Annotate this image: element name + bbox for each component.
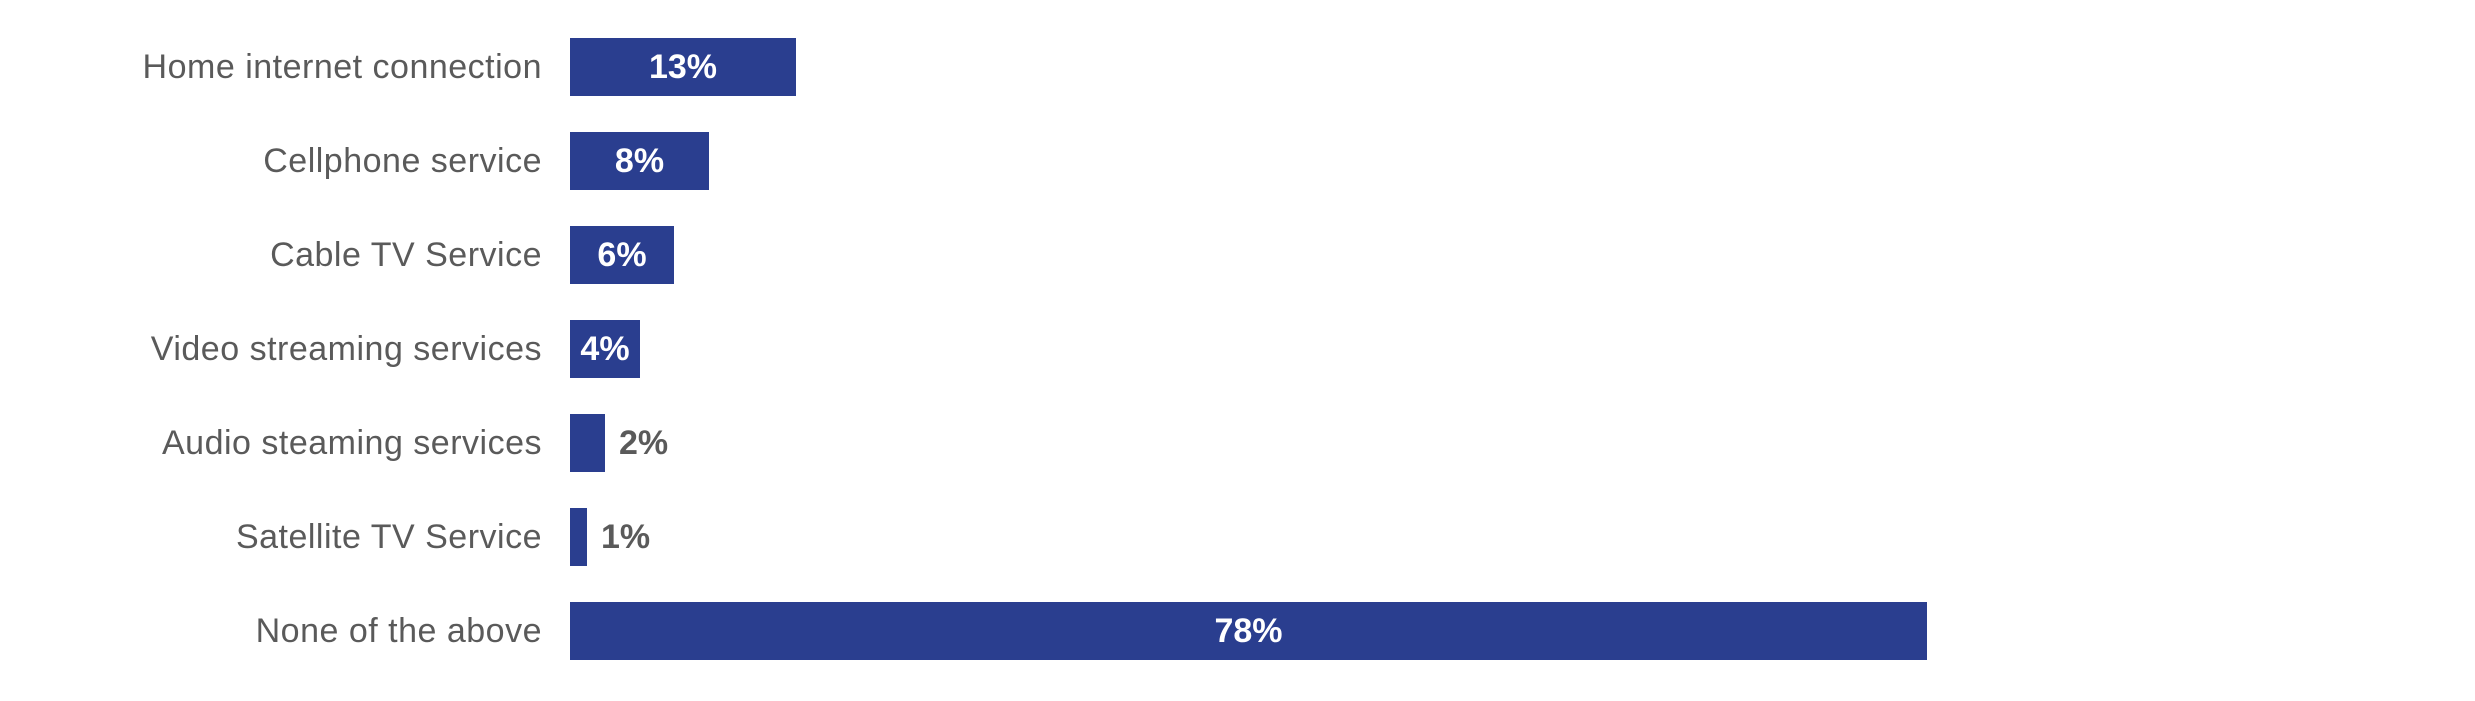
- bar: 6%: [570, 226, 674, 284]
- value-label: 78%: [1214, 612, 1282, 651]
- category-label: Satellite TV Service: [0, 518, 570, 557]
- category-label: Cable TV Service: [0, 236, 570, 275]
- bar-area: 78%: [570, 602, 2475, 660]
- bar-area: 1%: [570, 508, 2475, 566]
- bar-area: 2%: [570, 414, 2475, 472]
- category-label: Video streaming services: [0, 330, 570, 369]
- bar: [570, 414, 605, 472]
- services-bar-chart: Home internet connection 13% Cellphone ser…: [0, 0, 2475, 701]
- value-label: 1%: [601, 518, 650, 557]
- category-label: Audio steaming services: [0, 424, 570, 463]
- bar-area: 4%: [570, 320, 2475, 378]
- chart-row: Home internet connection 13%: [0, 20, 2475, 114]
- category-label: Cellphone service: [0, 142, 570, 181]
- chart-row: Cellphone service 8%: [0, 114, 2475, 208]
- bar: [570, 508, 587, 566]
- bar: 78%: [570, 602, 1927, 660]
- bar-area: 8%: [570, 132, 2475, 190]
- chart-row: Video streaming services 4%: [0, 302, 2475, 396]
- value-label: 8%: [615, 142, 664, 181]
- chart-row: Satellite TV Service 1%: [0, 490, 2475, 584]
- bar-area: 6%: [570, 226, 2475, 284]
- bar: 8%: [570, 132, 709, 190]
- value-label: 4%: [580, 330, 629, 369]
- value-label: 2%: [619, 424, 668, 463]
- value-label: 13%: [649, 48, 717, 87]
- value-label: 6%: [597, 236, 646, 275]
- chart-row: Cable TV Service 6%: [0, 208, 2475, 302]
- chart-row: Audio steaming services 2%: [0, 396, 2475, 490]
- category-label: None of the above: [0, 612, 570, 651]
- bar: 4%: [570, 320, 640, 378]
- chart-row: None of the above 78%: [0, 584, 2475, 678]
- bar-area: 13%: [570, 38, 2475, 96]
- bar: 13%: [570, 38, 796, 96]
- category-label: Home internet connection: [0, 48, 570, 87]
